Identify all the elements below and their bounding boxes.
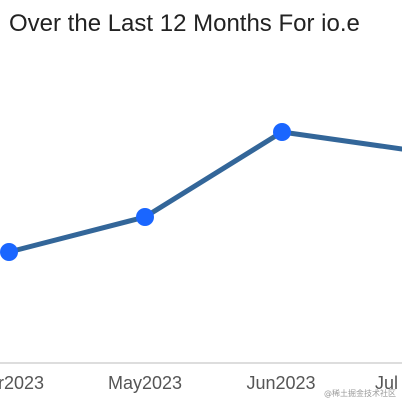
chart-title: Over the Last 12 Months For io.e xyxy=(9,10,360,37)
x-tick-label: Jul xyxy=(375,373,398,393)
data-point-Apr2023[interactable] xyxy=(0,243,18,261)
series-line xyxy=(6,129,402,255)
series-group xyxy=(0,123,402,261)
watermark: @稀土掘金技术社区 xyxy=(324,388,396,398)
data-point-May2023[interactable] xyxy=(136,208,154,226)
x-tick-label: May2023 xyxy=(108,373,182,393)
data-point-Jun2023[interactable] xyxy=(273,123,291,141)
x-tick-label: Jun2023 xyxy=(246,373,315,393)
x-tick-labels: r2023 May2023 Jun2023 Jul xyxy=(0,373,398,393)
x-tick-label: r2023 xyxy=(0,373,44,393)
